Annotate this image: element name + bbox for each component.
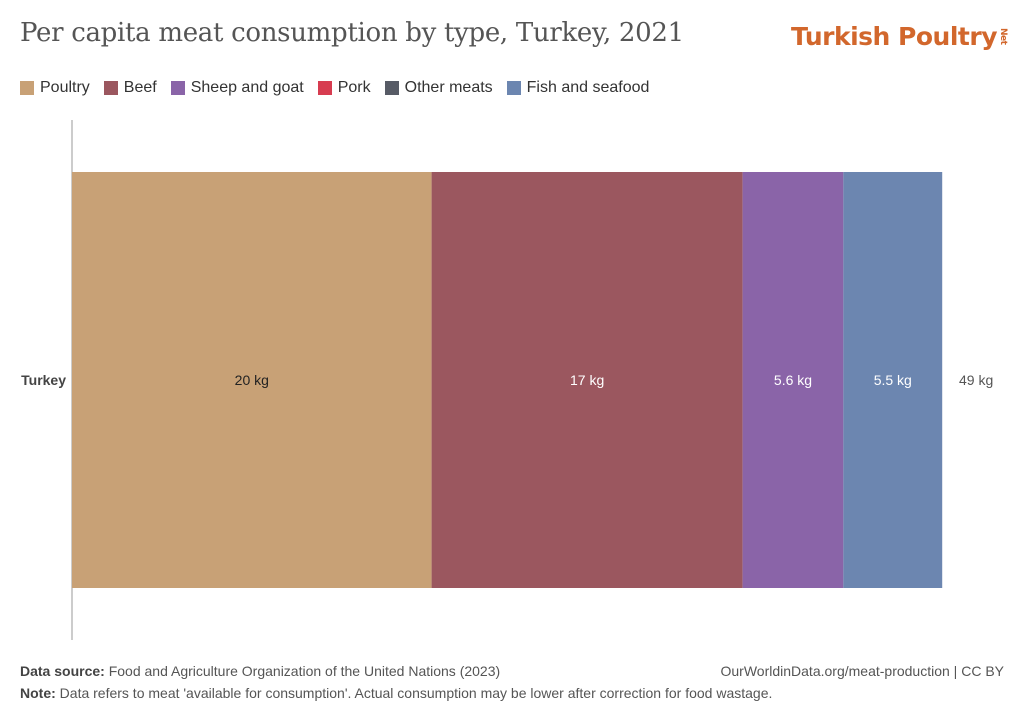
legend-swatch <box>103 81 118 95</box>
legend-swatch <box>506 81 521 95</box>
chart-title: Per capita meat consumption by type, Tur… <box>20 18 684 48</box>
bar-segment-beef <box>431 172 743 588</box>
legend-label: Fish and seafood <box>526 79 650 96</box>
legend-label: Sheep and goat <box>190 79 304 96</box>
chart-legend: Poultry Beef Sheep and goat Pork Other meats… <box>20 79 663 97</box>
bar-value-label: 5.5 kg <box>874 372 912 388</box>
bar-segment-poultry <box>72 172 432 588</box>
bar-value-label: 5.6 kg <box>774 372 812 388</box>
legend-item-beef[interactable]: Beef <box>103 79 157 97</box>
note-text: Data refers to meat 'available for consu… <box>59 685 773 701</box>
legend-swatch <box>384 81 399 95</box>
legend-item-fish-and-seafood[interactable]: Fish and seafood <box>506 79 650 97</box>
bar-value-label: 17 kg <box>570 372 604 388</box>
logo-text: Turkish Poultry <box>791 22 997 51</box>
note-line: Note: Data refers to meat 'available for… <box>20 685 772 701</box>
data-source-line: Data source: Food and Agriculture Organi… <box>20 663 500 679</box>
legend-label: Other meats <box>404 79 493 96</box>
legend-item-sheep-and-goat[interactable]: Sheep and goat <box>170 79 304 97</box>
legend-label: Poultry <box>40 79 90 96</box>
legend-item-poultry[interactable]: Poultry <box>20 79 90 97</box>
bar-segment-fish-and-seafood <box>843 172 943 588</box>
data-source-text: Food and Agriculture Organization of the… <box>108 663 501 679</box>
owid-link[interactable]: OurWorldinData.org/meat-production | CC … <box>720 663 1005 679</box>
data-source-label: Data source: <box>20 663 105 679</box>
legend-label: Pork <box>337 79 371 96</box>
legend-item-other-meats[interactable]: Other meats <box>384 79 493 97</box>
legend-swatch <box>317 81 332 95</box>
note-label: Note: <box>20 685 56 701</box>
total-label: 49 kg <box>959 372 993 388</box>
legend-swatch <box>170 81 185 95</box>
legend-swatch <box>20 81 34 95</box>
legend-label: Beef <box>123 79 157 96</box>
category-label: Turkey <box>21 372 66 388</box>
bar-segment-sheep-and-goat <box>742 172 844 588</box>
legend-item-pork[interactable]: Pork <box>317 79 371 97</box>
turkish-poultry-logo: Turkish Poultry Net <box>791 22 1008 51</box>
bar-value-label: 20 kg <box>235 372 269 388</box>
logo-suffix: Net <box>998 28 1008 45</box>
